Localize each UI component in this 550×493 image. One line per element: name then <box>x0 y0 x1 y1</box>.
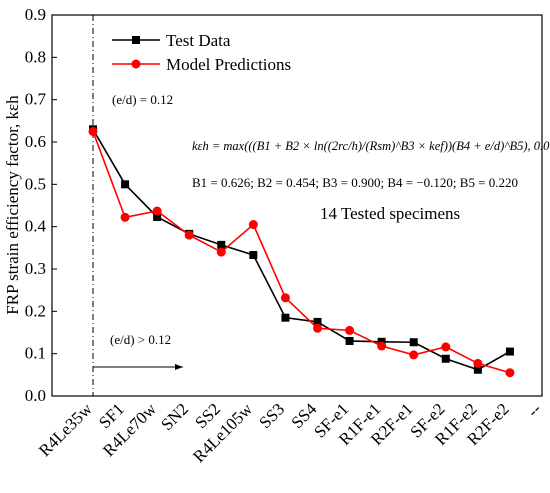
x-tick-label: SN2 <box>157 399 192 434</box>
y-tick-label: 0.4 <box>25 217 47 236</box>
annotation: kεh = max(((B1 + B2 × ln((2rc/h)/(Rsm)^B… <box>192 139 550 153</box>
marker <box>505 347 514 356</box>
marker <box>473 365 482 374</box>
marker <box>409 350 419 360</box>
marker <box>216 247 226 257</box>
marker <box>345 336 354 345</box>
marker <box>505 368 515 378</box>
marker <box>88 126 98 136</box>
marker <box>249 251 258 260</box>
y-tick-label: 0.1 <box>25 344 46 363</box>
marker <box>184 230 194 240</box>
marker <box>441 342 451 352</box>
annotation: (e/d) > 0.12 <box>110 332 171 347</box>
y-tick-label: 0.0 <box>25 386 46 405</box>
legend-label: Model Predictions <box>166 55 291 74</box>
marker <box>441 354 450 363</box>
marker <box>313 317 322 326</box>
marker <box>377 341 387 351</box>
marker <box>120 212 130 222</box>
y-tick-label: 0.3 <box>25 259 46 278</box>
legend-label: Test Data <box>166 31 231 50</box>
marker <box>217 240 226 249</box>
legend-marker <box>132 36 140 44</box>
marker <box>152 206 162 216</box>
y-tick-label: 0.7 <box>25 90 47 109</box>
marker <box>313 323 322 333</box>
marker <box>280 293 290 303</box>
legend-marker <box>131 59 141 69</box>
marker <box>345 325 355 335</box>
x-tick-label: SS3 <box>255 399 288 432</box>
series-line <box>92 131 511 374</box>
series-line <box>92 128 511 371</box>
x-tick-label: R4Le35w <box>35 399 96 460</box>
y-tick-label: 0.5 <box>25 174 46 193</box>
x-tick-label: -- <box>523 399 545 421</box>
marker <box>409 338 418 347</box>
marker <box>281 313 290 322</box>
y-tick-label: 0.2 <box>25 301 46 320</box>
y-tick-label: 0.6 <box>25 132 46 151</box>
y-tick-label: 0.9 <box>25 5 46 24</box>
arrow-head <box>175 364 183 370</box>
marker <box>248 220 258 230</box>
plot-frame <box>51 14 543 397</box>
marker <box>153 212 162 221</box>
x-tick-label: R4Le105w <box>189 399 256 466</box>
y-axis-label: FRP strain efficiency factor, kεh <box>3 95 22 315</box>
marker <box>121 180 130 189</box>
y-tick-label: 0.8 <box>25 47 46 66</box>
marker <box>473 358 483 368</box>
annotation: (e/d) = 0.12 <box>112 92 173 107</box>
annotation: 14 Tested specimens <box>320 204 460 223</box>
annotation: B1 = 0.626; B2 = 0.454; B3 = 0.900; B4 =… <box>192 175 518 190</box>
